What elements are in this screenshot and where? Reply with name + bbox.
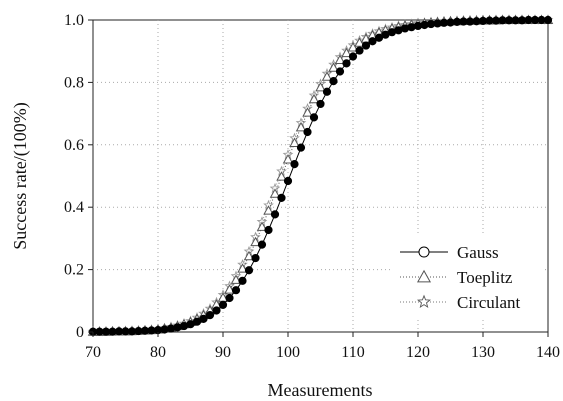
data-point-toeplitz — [315, 81, 326, 92]
data-point-toeplitz — [302, 107, 313, 117]
data-point-toeplitz — [328, 62, 339, 72]
x-tick-label: 90 — [215, 344, 231, 361]
legend-marker-circulant — [416, 294, 432, 308]
data-point-gauss — [231, 286, 241, 295]
data-point-toeplitz — [230, 274, 242, 284]
data-point-toeplitz — [289, 137, 300, 147]
data-point-gauss — [270, 210, 280, 219]
legend-item-circulant: Circulant — [400, 293, 521, 312]
data-point-gauss — [296, 143, 306, 152]
legend: Gauss Toeplitz Circulant — [392, 234, 542, 320]
data-point-toeplitz — [256, 221, 268, 231]
data-point-gauss — [212, 306, 221, 315]
data-point-toeplitz — [321, 71, 333, 81]
legend-label-gauss: Gauss — [457, 243, 499, 262]
y-tick-label: 0 — [76, 324, 84, 341]
data-point-gauss — [303, 127, 312, 137]
data-point-gauss — [264, 225, 273, 235]
data-point-gauss — [166, 324, 176, 333]
series-gauss — [88, 15, 553, 336]
legend-label-toeplitz: Toeplitz — [457, 268, 513, 287]
data-point-toeplitz — [263, 205, 274, 215]
data-point-gauss — [368, 37, 377, 46]
legend-box — [392, 234, 542, 320]
y-tick-label: 0.2 — [64, 262, 84, 279]
data-point-gauss — [309, 113, 319, 122]
y-tick-label: 1.0 — [64, 12, 84, 29]
y-tick-label: 0.4 — [64, 199, 84, 216]
y-axis-title: Success rate/(100%) — [10, 102, 31, 249]
data-point-gauss — [361, 41, 371, 50]
x-tick-label: 80 — [150, 344, 166, 361]
data-point-gauss — [238, 276, 247, 285]
data-point-toeplitz — [269, 188, 281, 198]
plot-frame — [92, 19, 549, 333]
series-layer — [87, 14, 554, 337]
x-tick-label: 100 — [276, 344, 300, 361]
data-point-gauss — [355, 46, 364, 55]
legend-item-toeplitz: Toeplitz — [400, 268, 513, 287]
data-point-gauss — [342, 59, 351, 68]
data-point-toeplitz — [282, 154, 294, 164]
y-axis-ticks: 0 0.2 0.4 0.6 0.8 1.0 — [64, 12, 93, 341]
data-point-toeplitz — [237, 263, 248, 273]
data-point-gauss — [322, 87, 332, 96]
data-point-gauss — [374, 33, 384, 42]
data-point-toeplitz — [347, 42, 359, 52]
x-axis-title: Measurements — [268, 380, 373, 400]
data-point-gauss — [290, 160, 299, 169]
data-point-gauss — [257, 240, 267, 249]
data-point-toeplitz — [295, 121, 307, 132]
x-tick-label: 110 — [341, 344, 364, 361]
data-point-toeplitz — [341, 47, 352, 58]
y-tick-label: 0.6 — [64, 137, 84, 154]
data-point-toeplitz — [276, 171, 287, 181]
data-point-gauss — [173, 323, 182, 332]
data-point-gauss — [199, 314, 208, 323]
data-point-gauss — [543, 15, 553, 25]
data-point-gauss — [316, 99, 325, 109]
legend-item-gauss: Gauss — [400, 243, 499, 262]
legend-label-circulant: Circulant — [457, 293, 521, 312]
x-tick-label: 70 — [85, 344, 101, 361]
x-tick-label: 130 — [471, 344, 495, 361]
data-point-toeplitz — [308, 93, 320, 104]
data-point-gauss — [277, 193, 286, 202]
data-point-gauss — [348, 52, 358, 61]
data-point-gauss — [407, 23, 416, 32]
data-point-gauss — [218, 300, 228, 309]
data-point-gauss — [335, 67, 345, 76]
data-point-toeplitz — [334, 54, 346, 64]
x-tick-label: 140 — [536, 344, 560, 361]
data-point-toeplitz — [224, 284, 235, 294]
data-point-gauss — [251, 253, 260, 263]
y-tick-label: 0.8 — [64, 74, 84, 91]
legend-marker-gauss — [418, 246, 430, 258]
x-tick-label: 120 — [406, 344, 430, 361]
data-point-gauss — [225, 293, 234, 303]
data-point-toeplitz — [243, 250, 255, 261]
data-point-gauss — [400, 24, 410, 33]
data-point-gauss — [244, 266, 254, 275]
data-point-gauss — [329, 77, 338, 86]
data-point-gauss — [283, 176, 293, 186]
x-axis-ticks: 70 80 90 100 110 120 130 140 — [85, 332, 560, 361]
data-point-gauss — [205, 311, 215, 320]
legend-marker-toeplitz — [416, 269, 432, 283]
data-point-toeplitz — [250, 236, 261, 247]
